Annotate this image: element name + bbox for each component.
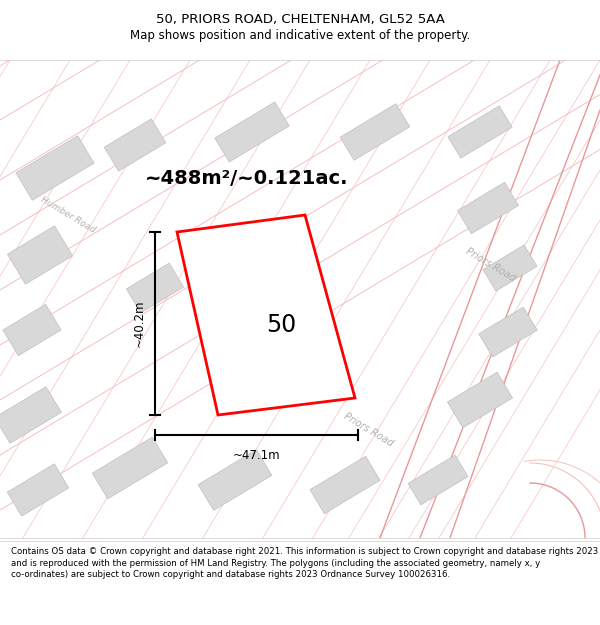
Polygon shape [340,104,410,160]
Polygon shape [92,437,168,499]
Text: Priors Road: Priors Road [341,411,395,449]
Text: 50: 50 [266,313,297,337]
Polygon shape [0,387,61,443]
Polygon shape [16,136,94,200]
Polygon shape [457,182,518,234]
Polygon shape [7,226,73,284]
Polygon shape [104,119,166,171]
Polygon shape [3,304,61,356]
Text: ~40.2m: ~40.2m [133,300,146,348]
Polygon shape [448,372,512,428]
Polygon shape [177,215,355,415]
Polygon shape [448,106,512,158]
Polygon shape [310,456,380,514]
Polygon shape [127,263,184,313]
Polygon shape [479,307,537,357]
Text: 50, PRIORS ROAD, CHELTENHAM, GL52 5AA: 50, PRIORS ROAD, CHELTENHAM, GL52 5AA [155,13,445,26]
Polygon shape [408,455,468,505]
Polygon shape [7,464,69,516]
Polygon shape [483,245,537,291]
Text: ~488m²/~0.121ac.: ~488m²/~0.121ac. [145,169,349,187]
Text: Map shows position and indicative extent of the property.: Map shows position and indicative extent… [130,29,470,42]
Text: Priors Road: Priors Road [463,246,517,284]
Text: Contains OS data © Crown copyright and database right 2021. This information is : Contains OS data © Crown copyright and d… [11,547,598,579]
Polygon shape [198,449,272,511]
Text: Humber Road: Humber Road [39,195,97,235]
Text: ~47.1m: ~47.1m [233,449,280,462]
Polygon shape [215,102,289,162]
